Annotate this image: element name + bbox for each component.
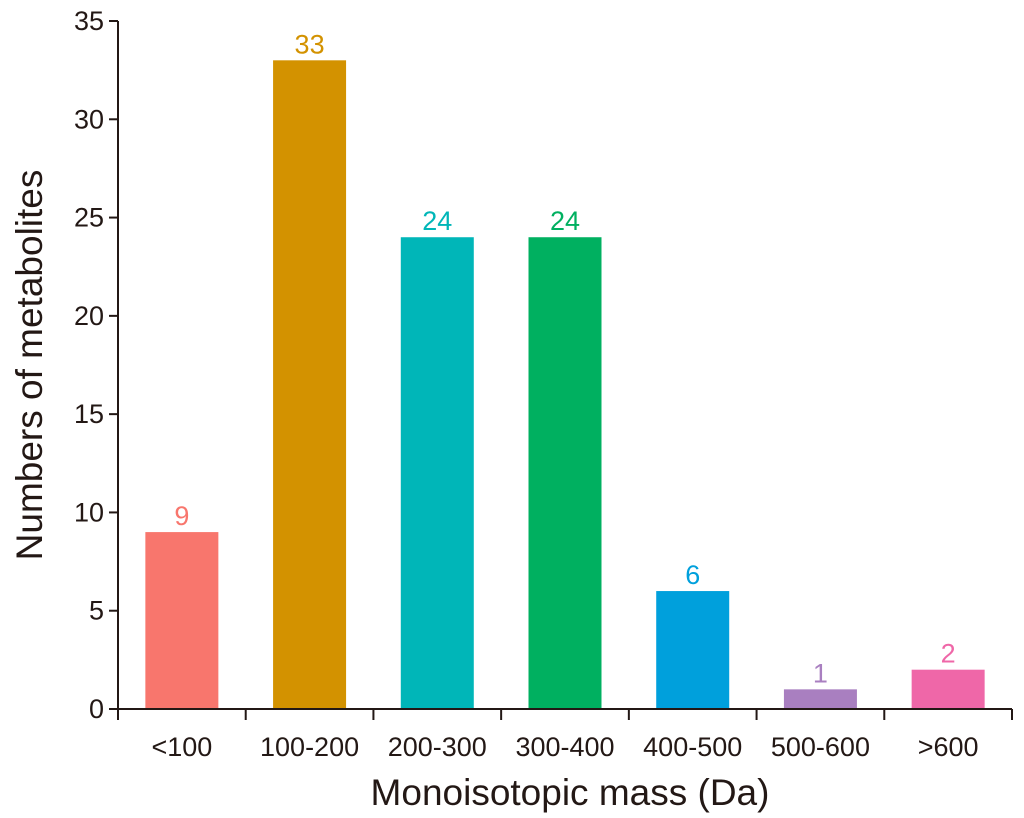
y-tick-label: 0: [89, 694, 104, 724]
x-tick-label: 100-200: [260, 732, 359, 762]
x-tick-label: 400-500: [643, 732, 742, 762]
y-tick-label: 5: [89, 596, 104, 626]
axes-layer: [117, 21, 1012, 710]
x-tick-label: 300-400: [515, 732, 614, 762]
bar-value-label: 33: [295, 29, 325, 59]
data-labels-layer: 9 33 24 24 6 1 2: [174, 29, 955, 688]
bar: [911, 669, 985, 709]
bars-layer: [145, 60, 985, 710]
bar: [400, 237, 474, 709]
x-tick-label: <100: [151, 732, 212, 762]
y-tick-label: 20: [74, 301, 104, 331]
bar: [656, 591, 730, 709]
y-tick-label: 10: [74, 497, 104, 527]
bar: [145, 532, 219, 709]
x-tick-label: 200-300: [388, 732, 487, 762]
bar-value-label: 2: [941, 639, 956, 669]
bar-value-label: 24: [422, 206, 452, 236]
y-axis-title: Numbers of metabolites: [9, 170, 50, 561]
y-tick-label: 15: [74, 399, 104, 429]
x-axis-title: Monoisotopic mass (Da): [371, 772, 770, 813]
y-tick-label: 30: [74, 104, 104, 134]
x-tick-label: >600: [918, 732, 979, 762]
y-tick-label: 25: [74, 203, 104, 233]
bar-value-label: 9: [174, 501, 189, 531]
bar-value-label: 1: [813, 658, 828, 688]
y-tick-label: 35: [74, 6, 104, 36]
bar-value-label: 24: [550, 206, 580, 236]
x-ticks-layer: <100 100-200 200-300 300-400 400-500 500-600 >…: [117, 709, 1013, 762]
x-tick-label: 500-600: [771, 732, 870, 762]
bar-value-label: 6: [685, 560, 700, 590]
bar: [273, 60, 347, 710]
bar: [528, 237, 602, 709]
y-ticks-layer: 0 5 10 15 20 25 30 35: [74, 6, 118, 724]
bar: [783, 689, 857, 709]
